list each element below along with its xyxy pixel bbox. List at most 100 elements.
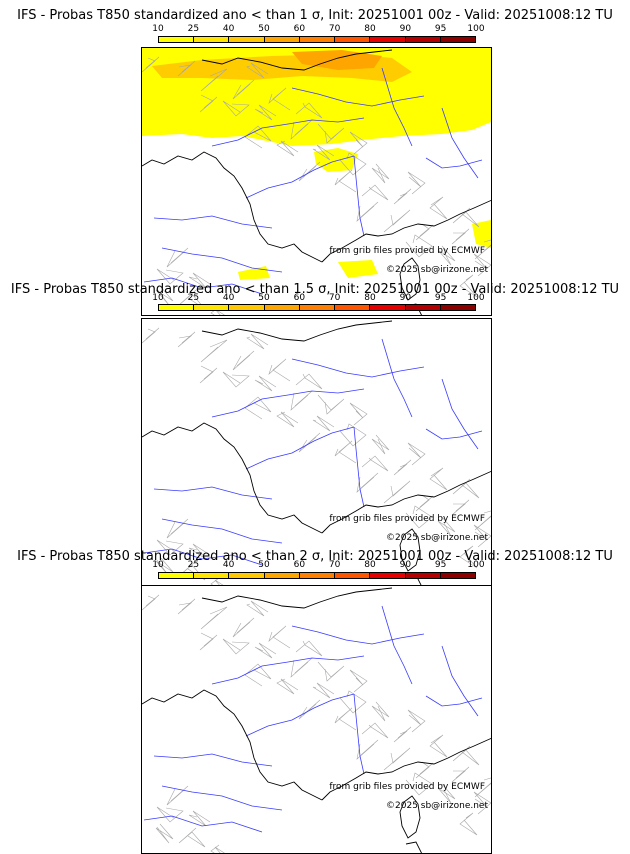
colorbar-segment [229,305,265,310]
river [245,426,355,470]
river [291,87,425,107]
map-svg [142,48,491,315]
river [211,655,365,685]
credit-copyright: ©2025 sb@irizone.net [386,801,488,811]
river [381,67,413,147]
coastline [321,199,491,263]
colorbar-tick-label: 10 [152,560,164,570]
river [161,785,283,811]
river [441,378,479,450]
panel-title: IFS - Probas T850 standardized ano < tha… [17,8,613,23]
coastline [142,422,323,534]
colorbar-segment [440,573,475,578]
colorbar-segment [194,573,230,578]
probability-fill-40 [292,50,382,70]
colorbar-tick-label: 95 [434,24,447,34]
colorbar-tick-label: 100 [467,24,485,34]
colorbar-tick-label: 50 [258,24,270,34]
coastline [321,470,491,534]
colorbar-segment [370,305,406,310]
river [161,247,283,273]
coastline [321,737,491,801]
colorbar-tick-label: 25 [187,293,200,303]
river [381,338,413,418]
river [381,605,413,685]
colorbar-tick-label: 10 [152,24,164,34]
probability-fill-10 [314,148,358,172]
colorbar-tick-label: 80 [364,560,376,570]
panel-3: IFS - Probas T850 standardized ano < tha… [0,548,630,854]
colorbar-segment [264,573,300,578]
colorbar [158,572,476,579]
colorbar-ticks: 10 25 40 50 60 70 80 90 95 100 [152,560,484,572]
colorbar-segment [405,305,441,310]
colorbar-tick-label: 60 [293,560,306,570]
river [211,117,365,147]
map-svg [142,587,491,853]
panel-2: IFS - Probas T850 standardized ano < tha… [0,280,630,587]
colorbar-tick-label: 100 [467,560,485,570]
colorbar-segment [335,573,371,578]
colorbar-tick-label: 70 [328,24,341,34]
river [353,426,365,508]
colorbar-segment [229,37,265,42]
colorbar-segment [335,37,371,42]
river [153,215,273,229]
colorbar-segment [405,37,441,42]
river [353,693,365,775]
coastline [201,587,393,609]
colorbar-tick-label: 25 [187,24,200,34]
colorbar-segment [370,37,406,42]
probability-fill-10 [338,260,378,278]
river [143,548,263,566]
colorbar-tick-label: 95 [434,293,447,303]
colorbar-tick-label: 70 [328,560,341,570]
colorbar [158,36,476,43]
colorbar-segment [299,573,336,578]
colorbar-tick-label: 10 [152,293,164,303]
colorbar-tick-label: 50 [258,560,270,570]
river [425,157,483,169]
colorbar-tick-label: 60 [293,293,306,303]
colorbar-tick-label: 40 [222,293,235,303]
river [353,155,365,237]
credit-copyright: ©2025 sb@irizone.net [386,533,488,543]
colorbar-segment [440,305,475,310]
river [245,155,355,199]
colorbar-segment [159,37,195,42]
panel-title: IFS - Probas T850 standardized ano < tha… [17,549,613,564]
colorbar-tick-label: 95 [434,560,447,570]
river [291,625,425,645]
map-svg [142,320,491,586]
corsica-outline [399,257,421,301]
colorbar-segment [194,305,230,310]
colorbar-tick-label: 80 [364,293,376,303]
coastline [142,689,323,801]
river [441,645,479,717]
colorbar-segment [440,37,475,42]
coastline [142,151,323,263]
probability-map [141,318,492,587]
colorbar-segment [370,573,406,578]
coastline [201,49,393,71]
colorbar-tick-label: 25 [187,560,200,570]
corsica-outline [399,528,421,572]
colorbar-tick-label: 80 [364,24,376,34]
sardinia-outline [405,841,423,853]
colorbar-tick-label: 40 [222,560,235,570]
river [161,518,283,544]
river [291,358,425,378]
coastline [201,320,393,342]
colorbar-tick-label: 40 [222,24,235,34]
river [441,107,479,179]
colorbar-tick-label: 70 [328,293,341,303]
colorbar-segment [159,573,195,578]
colorbar-segment [159,305,195,310]
probability-map [141,585,492,854]
river [211,388,365,418]
credit-source: from grib files provided by ECMWF [329,246,485,256]
colorbar [158,304,476,311]
river [143,815,263,833]
river [425,428,483,440]
panel-1: IFS - Probas T850 standardized ano < tha… [0,0,630,316]
